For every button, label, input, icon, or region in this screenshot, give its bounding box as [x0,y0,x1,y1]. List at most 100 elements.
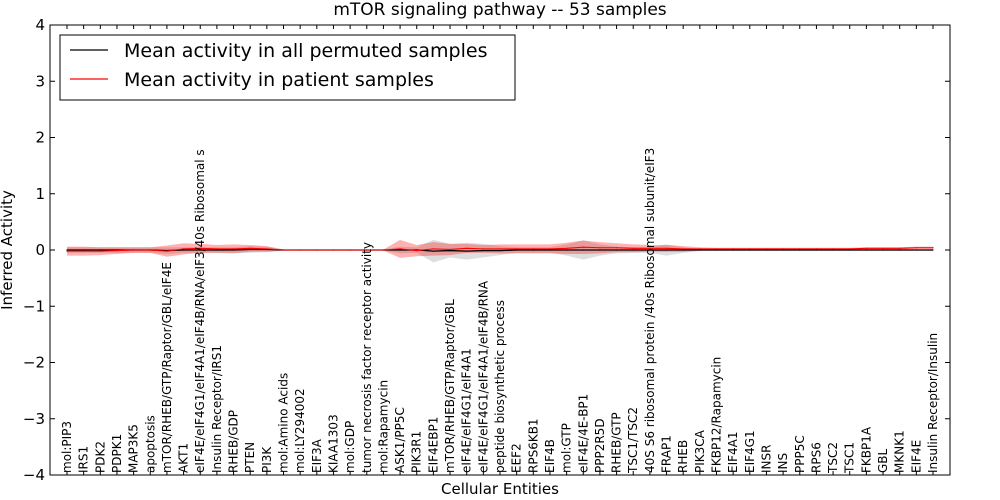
category-label-18: tumor necrosis factor receptor activity [360,242,374,473]
chart-title: mTOR signaling pathway -- 53 samples [333,0,666,20]
category-label-49: GBL [876,448,890,473]
data-point-permuted-2 [99,249,101,251]
data-point-permuted-1 [83,249,85,251]
category-label-4: MAP3K5 [127,424,141,473]
data-point-patient-34 [632,247,634,249]
category-label-13: mol:Amino Acids [277,373,291,473]
category-label-5: apoptosis [143,415,157,473]
category-label-29: EIF4B [543,439,557,473]
category-label-42: INSR [759,445,773,473]
legend-label-patient: Mean activity in patient samples [124,69,434,91]
data-point-patient-25 [482,248,484,250]
data-point-permuted-9 [216,249,218,251]
data-point-patient-0 [66,250,68,252]
legend-box [59,34,516,101]
series-lines [66,246,934,252]
data-point-patient-44 [799,248,801,250]
data-point-permuted-20 [399,249,401,251]
data-point-patient-39 [715,248,718,250]
data-point-patient-17 [349,249,351,251]
category-label-20: ASK1/PP5C [393,407,407,473]
category-label-26: peptide biosynthetic process [493,300,507,473]
data-point-permuted-44 [799,249,801,251]
data-point-permuted-52 [932,249,934,251]
data-point-patient-11 [249,247,251,249]
data-point-patient-47 [849,248,851,250]
data-point-permuted-37 [682,249,684,251]
data-point-patient-29 [549,248,551,250]
data-point-patient-20 [399,248,401,250]
y-tick-label-1: −3 [23,410,45,428]
category-label-24: eIF4E/eIF4G1/eIF4A1 [460,348,474,473]
data-point-permuted-41 [749,249,751,251]
data-point-patient-50 [899,247,901,249]
category-label-48: FKBP1A [859,426,873,473]
data-point-patient-16 [332,249,335,251]
data-point-patient-15 [316,249,318,251]
category-label-28: RPS6KB1 [526,418,540,473]
category-label-34: TSC1/TSC2 [626,407,640,474]
axis-ticks: −4 −3 −2 −1 0 1 2 3 4 [23,16,950,484]
legend: Mean activity in all permuted samples Me… [59,34,516,101]
category-label-12: PI3K [260,446,274,473]
data-point-patient-30 [566,247,568,249]
data-point-permuted-25 [482,249,484,252]
data-point-permuted-22 [432,250,434,252]
category-label-31: eIF4E/4E-BP1 [576,394,590,473]
data-point-permuted-10 [232,249,235,251]
category-label-19: mol:Rapamycin [376,380,390,473]
category-label-14: mol:LY294002 [293,388,307,473]
x-axis-label: Cellular Entities [441,480,559,498]
data-point-patient-23 [449,248,451,251]
category-label-44: PPP5C [793,435,807,473]
category-label-43: INS [776,453,790,473]
data-point-patient-18 [366,249,368,251]
category-label-8: eIF4E/eIF4G1/eIF4A1/eIF4B/RNA/eIF3/40s R… [193,149,207,473]
data-point-patient-38 [699,248,701,250]
data-point-patient-4 [133,249,135,251]
category-label-23: mTOR/RHEB/GTP/Raptor/GBL [443,299,457,473]
data-point-patient-5 [149,249,151,251]
category-label-46: TSC2 [826,442,840,474]
category-label-11: PTEN [243,442,257,473]
category-labels: mol:PIP3 IRS1 PDK2 PDPK1 MAP3K5 apoptosis mTOR… [60,148,940,474]
data-point-patient-19 [382,249,385,251]
data-point-permuted-42 [765,249,768,251]
data-point-patient-13 [282,249,285,251]
y-tick-label-7: 3 [35,72,45,90]
category-label-36: FRAP1 [660,435,674,473]
category-label-41: EIF4G1 [743,430,757,473]
category-label-35: 40S S6 ribosomal protein /40s Ribosomal … [643,148,657,473]
data-point-permuted-8 [199,249,201,251]
data-point-permuted-38 [699,249,701,251]
data-point-patient-31 [582,246,584,248]
data-point-patient-46 [832,248,834,250]
category-label-25: eIF4E/eIF4G1/eIF4A1/eIF4B/RNA [476,280,490,473]
data-point-patient-42 [765,248,768,250]
data-point-permuted-43 [782,249,784,251]
data-point-permuted-47 [849,249,851,251]
data-point-permuted-51 [915,249,917,251]
data-point-permuted-23 [449,249,451,252]
category-label-38: PIK3CA [693,429,707,473]
y-tick-label-6: 2 [35,129,45,147]
category-label-17: mol:GDP [343,421,357,473]
data-point-patient-10 [232,248,235,250]
data-point-permuted-7 [182,249,185,251]
category-label-7: AKT1 [177,443,191,473]
category-label-37: RHEB [676,440,690,473]
category-label-9: Insulin Receptor/IRS1 [210,345,224,473]
data-point-patient-36 [665,247,668,249]
data-point-permuted-29 [549,249,551,251]
data-point-permuted-48 [865,249,867,251]
data-point-patient-12 [266,248,268,250]
data-point-patient-43 [782,248,784,250]
category-label-22: EIF4EBP1 [426,417,440,473]
category-label-32: PPP2R5D [593,418,607,473]
data-point-patient-49 [882,247,884,249]
category-label-39: FKBP12/Rapamycin [710,357,724,473]
legend-label-permuted: Mean activity in all permuted samples [124,40,487,62]
category-label-10: RHEB/GDP [227,410,241,473]
data-point-patient-9 [216,248,218,250]
